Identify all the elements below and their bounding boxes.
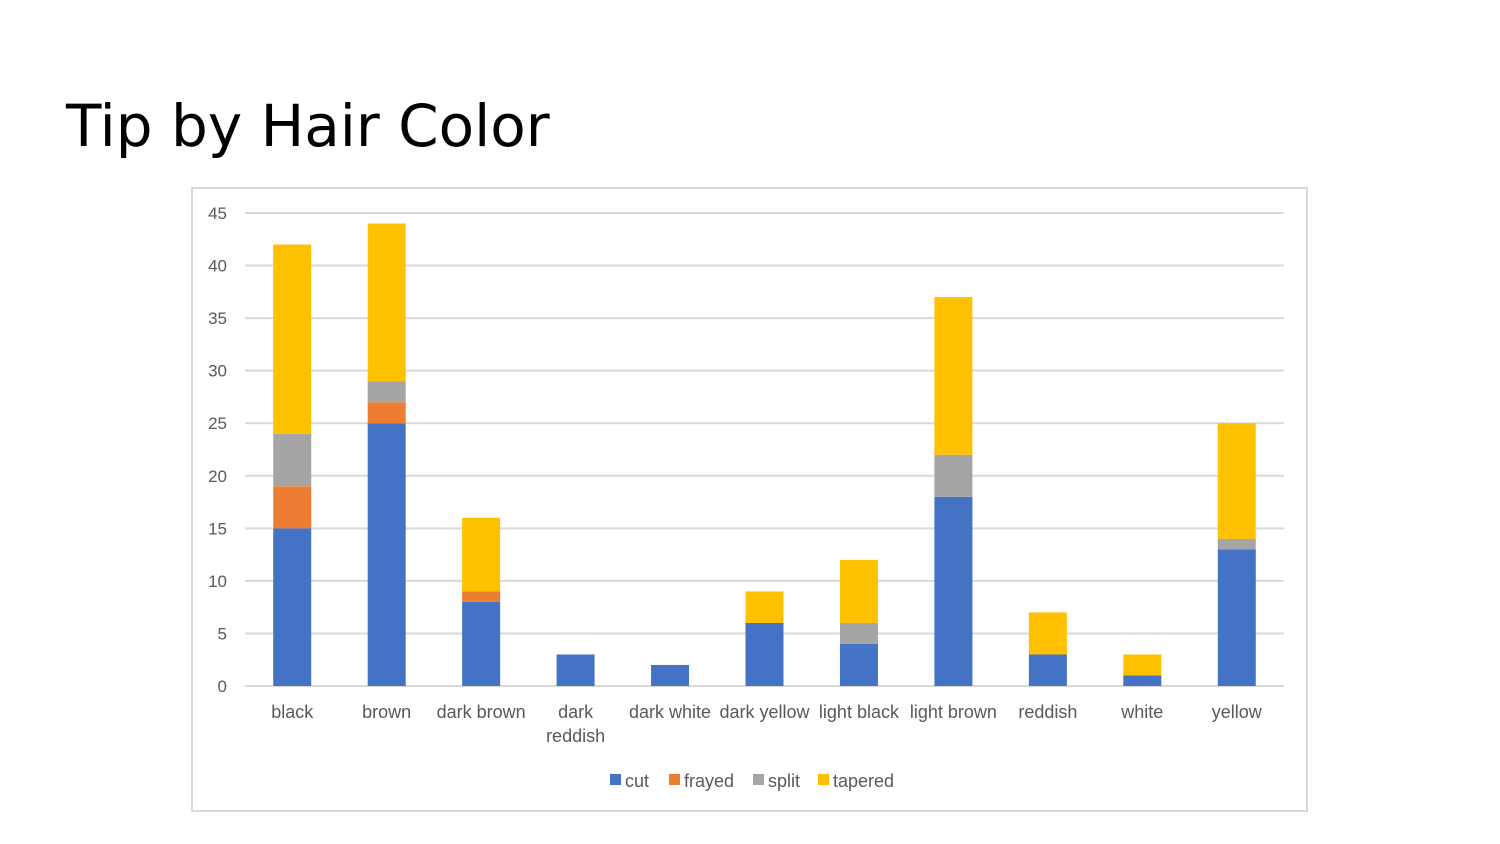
x-category-label: white [1120,702,1163,722]
y-axis-ticks: 0 5 10 15 20 25 30 35 40 45 [208,204,227,696]
x-category-label: reddish [1018,702,1077,722]
bar-segment-split [367,381,406,403]
legend-swatch-cut [610,774,621,785]
x-category-label: dark white [629,702,711,722]
y-tick-label: 45 [208,204,227,223]
y-tick-label: 15 [208,519,227,538]
legend-label-cut: cut [625,771,649,791]
bar-segment-tapered [367,223,406,382]
y-tick-label: 0 [218,677,227,696]
gridlines [245,212,1284,687]
y-tick-label: 5 [218,624,227,643]
bar-segment-tapered [273,244,312,434]
x-category-label: dark yellow [719,702,810,722]
bar-segment-split [273,433,312,487]
bar-segment-tapered [745,591,784,623]
bar-segment-tapered [1123,654,1162,676]
legend-swatch-frayed [669,774,680,785]
bar-segment-frayed [273,486,312,529]
y-tick-label: 40 [208,257,227,276]
x-category-label: brown [362,702,411,722]
x-category-label: light brown [910,702,997,722]
legend: cut frayed split tapered [610,771,894,791]
x-category-label: dark reddish [546,702,605,746]
bar-segment-split [1217,538,1256,550]
slide-title: Tip by Hair Color [66,92,550,160]
bar-segment-cut [651,664,690,686]
x-category-label: black [271,702,314,722]
x-axis-labels: black brown dark brown dark reddish dark whit… [271,702,1263,746]
y-tick-label: 10 [208,572,227,591]
bar-segment-cut [839,643,878,686]
bar-segment-frayed [367,402,406,424]
bar-segment-cut [1123,675,1162,686]
y-tick-label: 20 [208,467,227,486]
legend-swatch-split [753,774,764,785]
y-tick-label: 25 [208,414,227,433]
bar-segment-cut [273,528,312,686]
legend-swatch-tapered [818,774,829,785]
bar-segment-tapered [1217,423,1256,539]
bar-segment-cut [934,496,973,686]
bar-segment-split [934,454,973,497]
bar-segment-cut [556,654,595,686]
bar-segment-cut [1217,549,1256,686]
bar-segment-tapered [1028,612,1067,655]
bar-segment-cut [367,423,406,686]
x-category-label: yellow [1212,702,1263,722]
y-tick-label: 35 [208,309,227,328]
x-category-label: dark brown [437,702,526,722]
bars [273,223,1256,686]
bar-segment-tapered [462,517,501,592]
bar-segment-cut [1028,654,1067,686]
legend-label-tapered: tapered [833,771,894,791]
bar-segment-cut [462,601,501,686]
bar-segment-tapered [839,559,878,623]
bar-segment-frayed [462,591,501,602]
legend-label-frayed: frayed [684,771,734,791]
x-category-label: light black [819,702,900,722]
y-tick-label: 30 [208,362,227,381]
legend-label-split: split [768,771,800,791]
bar-segment-tapered [934,297,973,455]
bar-segment-cut [745,622,784,686]
bar-segment-split [839,622,878,644]
